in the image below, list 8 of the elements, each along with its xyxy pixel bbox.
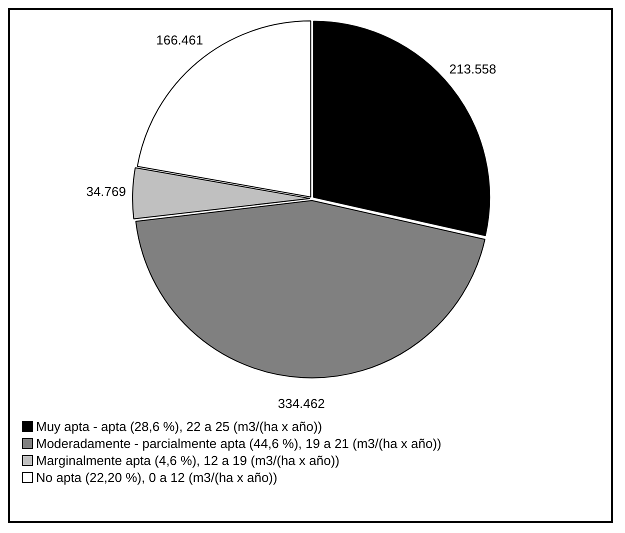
data-label: 334.462 <box>278 396 325 411</box>
data-label: 166.461 <box>156 32 204 48</box>
data-label: 34.769 <box>86 184 126 200</box>
legend-label: No apta (22,20 %), 0 a 12 (m3/(ha x año)) <box>36 469 278 486</box>
data-label: 213.558 <box>449 61 496 76</box>
legend-label: Muy apta - apta (28,6 %), 22 a 25 (m3/(ha x año)) <box>36 418 322 435</box>
legend-label: Moderadamente - parcialmente apta (44,6 %), 19 a 21 (m3/(ha x año)) <box>36 435 442 452</box>
legend-label: Marginalmente apta (4,6 %), 12 a 19 (m3/(ha x año)) <box>36 452 340 469</box>
